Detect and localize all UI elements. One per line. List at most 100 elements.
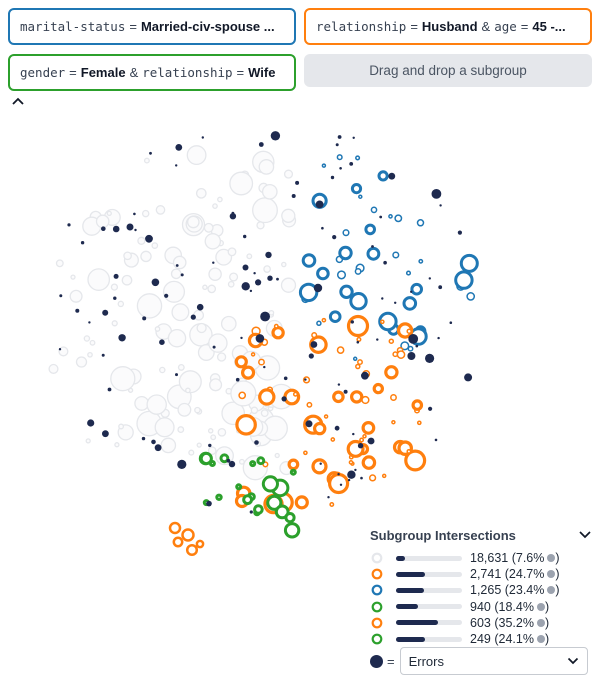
error-dot[interactable] xyxy=(339,167,342,170)
subgroup-bubble[interactable] xyxy=(407,345,414,352)
error-dot[interactable] xyxy=(149,151,152,155)
subgroup-bubble[interactable] xyxy=(229,272,239,282)
subgroup-bubble[interactable] xyxy=(391,419,396,425)
subgroup-bubble[interactable] xyxy=(328,310,342,323)
subgroup-bubble[interactable] xyxy=(146,394,167,415)
error-dot[interactable] xyxy=(263,365,266,369)
subgroup-bubble[interactable] xyxy=(160,437,177,454)
subgroup-bubble[interactable] xyxy=(377,170,389,182)
subgroup-bubble[interactable] xyxy=(292,391,299,397)
subgroup-bubble[interactable] xyxy=(352,356,358,362)
subgroup-bubble[interactable] xyxy=(204,233,222,250)
error-dot[interactable] xyxy=(242,264,249,271)
error-dot[interactable] xyxy=(58,348,62,351)
subgroup-bubble[interactable] xyxy=(258,159,275,175)
subgroup-bubble[interactable] xyxy=(196,442,202,448)
error-dot[interactable] xyxy=(350,320,354,324)
subgroup-bubble[interactable] xyxy=(185,387,191,394)
error-dot[interactable] xyxy=(394,301,397,304)
subgroup-bubble[interactable] xyxy=(140,250,152,263)
error-dot[interactable] xyxy=(208,443,212,448)
subgroup-bubble[interactable] xyxy=(330,437,336,442)
error-dot[interactable] xyxy=(229,213,237,220)
subgroup-bubble[interactable] xyxy=(406,328,412,334)
error-dot[interactable] xyxy=(175,264,179,267)
subgroup-bubble[interactable] xyxy=(168,521,182,535)
subgroup-bubble[interactable] xyxy=(329,502,335,507)
subgroup-bubble[interactable] xyxy=(110,366,136,392)
error-dot[interactable] xyxy=(102,430,109,438)
subgroup-bubble[interactable] xyxy=(281,261,287,268)
subgroup-bubble[interactable] xyxy=(459,253,479,273)
subgroup-bubble[interactable] xyxy=(162,280,186,303)
subgroup-bubble[interactable] xyxy=(123,251,132,261)
subgroup-bubble[interactable] xyxy=(266,494,283,511)
subgroup-bubble[interactable] xyxy=(454,270,474,290)
subgroup-bubble[interactable] xyxy=(114,442,120,448)
error-dot[interactable] xyxy=(283,376,288,381)
subgroup-bubble[interactable] xyxy=(287,458,300,471)
subgroup-bubble[interactable] xyxy=(137,236,146,245)
error-dot[interactable] xyxy=(113,296,117,300)
error-dot[interactable] xyxy=(67,223,71,227)
subgroup-bubble[interactable] xyxy=(258,388,276,406)
subgroup-bubble[interactable] xyxy=(349,292,368,311)
error-dot[interactable] xyxy=(141,436,146,441)
legend-header[interactable]: Subgroup Intersections xyxy=(370,526,592,544)
subgroup-bubble[interactable] xyxy=(227,280,235,288)
error-dot[interactable] xyxy=(367,437,375,445)
error-dot[interactable] xyxy=(337,473,340,476)
error-dot[interactable] xyxy=(410,290,413,293)
subgroup-bubble[interactable] xyxy=(85,438,91,444)
subgroup-bubble[interactable] xyxy=(323,414,329,419)
error-dot[interactable] xyxy=(357,443,364,449)
error-dot[interactable] xyxy=(59,294,63,298)
subgroup-dropzone[interactable]: Drag and drop a subgroup xyxy=(304,54,592,87)
subgroup-bubble[interactable] xyxy=(229,171,254,196)
error-dot[interactable] xyxy=(352,432,355,436)
subgroup-bubble[interactable] xyxy=(186,215,200,229)
error-dot[interactable] xyxy=(101,353,105,357)
color-by-select[interactable]: Errors xyxy=(399,647,588,675)
subgroup-bubble[interactable] xyxy=(301,253,317,268)
subgroup-bubble[interactable] xyxy=(355,363,361,370)
error-dot[interactable] xyxy=(80,241,85,245)
subgroup-bubble[interactable] xyxy=(110,283,119,291)
error-dot[interactable] xyxy=(339,483,343,486)
subgroup-bubble[interactable] xyxy=(394,214,403,223)
subgroup-bubble[interactable] xyxy=(370,206,378,214)
subgroup-bubble[interactable] xyxy=(298,282,319,303)
error-dot[interactable] xyxy=(349,162,354,166)
subgroup-bubble[interactable] xyxy=(141,209,150,218)
error-dot[interactable] xyxy=(381,297,384,300)
subgroup-bubble[interactable] xyxy=(159,366,166,374)
subgroup-bubble[interactable] xyxy=(338,245,353,261)
subgroup-bubble[interactable] xyxy=(216,352,227,362)
subgroup-bubble[interactable] xyxy=(55,259,64,268)
subgroup-bubble[interactable] xyxy=(411,399,424,411)
subgroup-bubble[interactable] xyxy=(242,494,254,506)
subgroup-bubble[interactable] xyxy=(372,382,384,395)
error-dot[interactable] xyxy=(425,353,435,363)
subgroup-bubble[interactable] xyxy=(355,155,361,161)
error-dot[interactable] xyxy=(407,352,416,360)
subgroup-bubble[interactable] xyxy=(172,255,187,270)
subgroup-bubble[interactable] xyxy=(196,322,207,334)
subgroup-bubble[interactable] xyxy=(350,390,364,404)
subgroup-bubble[interactable] xyxy=(118,423,125,430)
subgroup-scatter[interactable] xyxy=(0,110,600,570)
subgroup-bubble[interactable] xyxy=(316,320,322,327)
subgroup-bubble[interactable] xyxy=(263,265,271,273)
error-dot[interactable] xyxy=(112,225,120,233)
error-dot[interactable] xyxy=(177,459,187,469)
subgroup-bubble[interactable] xyxy=(207,428,214,434)
subgroup-bubble[interactable] xyxy=(359,437,365,443)
subgroup-bubble[interactable] xyxy=(208,333,228,353)
subgroup-bubble[interactable] xyxy=(260,409,269,418)
subgroup-bubble[interactable] xyxy=(350,183,363,195)
error-dot[interactable] xyxy=(431,189,442,199)
subgroup-bubble[interactable] xyxy=(154,326,161,332)
error-dot[interactable] xyxy=(201,136,204,139)
subgroup-bubble[interactable] xyxy=(336,154,343,161)
subgroup-bubble[interactable] xyxy=(121,274,133,286)
